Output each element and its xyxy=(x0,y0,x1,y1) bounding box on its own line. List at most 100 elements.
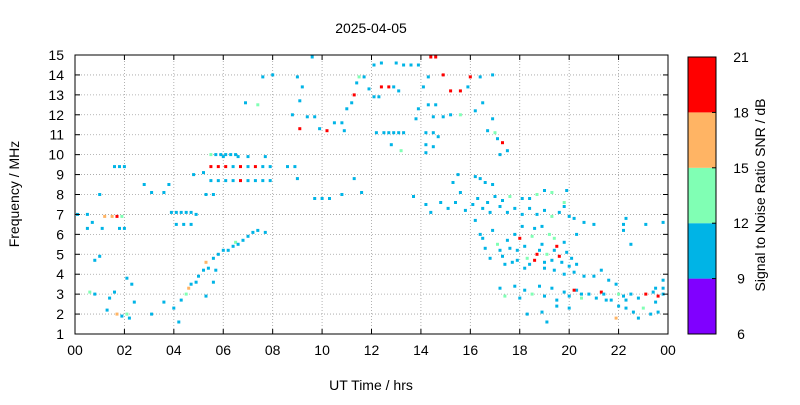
snr-data-point xyxy=(194,280,198,284)
snr-data-point xyxy=(211,280,215,284)
snr-data-point xyxy=(340,193,344,196)
snr-data-point xyxy=(350,101,354,105)
snr-data-point xyxy=(567,264,571,268)
snr-data-point xyxy=(125,312,129,316)
snr-data-point xyxy=(90,220,94,224)
snr-data-point xyxy=(572,216,576,220)
snr-data-point xyxy=(478,177,482,181)
x-tick-label: 12 xyxy=(364,342,380,358)
colorbar xyxy=(688,57,716,334)
snr-data-point xyxy=(118,226,121,230)
snr-data-point xyxy=(93,258,97,262)
snr-data-point xyxy=(614,282,618,286)
snr-data-point xyxy=(466,85,470,89)
snr-data-point xyxy=(325,129,329,133)
snr-data-point xyxy=(310,55,314,59)
snr-data-point xyxy=(122,165,126,169)
snr-data-point xyxy=(402,63,406,67)
snr-data-point xyxy=(592,222,596,226)
snr-data-point xyxy=(216,179,220,183)
snr-data-point xyxy=(179,298,183,302)
y-tick-label: 2 xyxy=(56,306,64,322)
snr-data-point xyxy=(402,131,406,135)
snr-data-point xyxy=(340,121,344,125)
snr-data-point xyxy=(426,75,430,79)
snr-data-point xyxy=(483,181,487,184)
snr-data-point xyxy=(641,306,645,310)
snr-data-point xyxy=(169,210,173,214)
snr-data-point xyxy=(115,214,119,218)
colorbar-tick-label: 15 xyxy=(733,160,749,176)
snr-data-point xyxy=(202,268,205,272)
snr-data-point xyxy=(431,145,435,149)
snr-data-point xyxy=(234,153,238,157)
snr-data-point xyxy=(150,191,154,194)
snr-data-point xyxy=(271,73,275,77)
snr-data-point xyxy=(552,248,556,252)
snr-data-point xyxy=(182,222,186,226)
x-tick-label: 00 xyxy=(660,342,676,358)
snr-data-point xyxy=(110,214,114,218)
snr-data-point xyxy=(214,153,218,157)
snr-data-point xyxy=(555,244,559,248)
snr-data-point xyxy=(174,222,178,226)
snr-data-point xyxy=(624,306,628,310)
snr-data-point xyxy=(194,212,198,216)
snr-data-point xyxy=(617,292,621,296)
snr-data-point xyxy=(505,238,509,242)
snr-data-point xyxy=(501,199,504,202)
x-tick-label: 16 xyxy=(463,342,479,358)
snr-data-point xyxy=(540,224,544,228)
snr-data-point xyxy=(103,214,107,218)
snr-data-point xyxy=(496,137,499,141)
snr-data-point xyxy=(263,230,267,234)
snr-data-point xyxy=(545,320,549,324)
snr-data-point xyxy=(530,234,534,238)
snr-data-point xyxy=(367,87,371,91)
snr-data-point xyxy=(397,131,401,135)
snr-data-point xyxy=(300,85,304,89)
snr-data-point xyxy=(528,262,532,266)
snr-data-point xyxy=(416,63,420,67)
y-tick-label: 14 xyxy=(48,67,64,83)
snr-data-point xyxy=(456,173,460,177)
snr-data-point xyxy=(493,195,497,198)
snr-data-point xyxy=(624,298,628,302)
snr-data-point xyxy=(468,75,472,79)
snr-data-point xyxy=(644,222,648,226)
snr-data-point xyxy=(434,103,438,107)
y-tick-label: 1 xyxy=(56,326,64,342)
snr-data-point xyxy=(439,201,443,204)
y-tick-label: 8 xyxy=(56,187,64,203)
snr-data-point xyxy=(127,316,131,320)
snr-data-point xyxy=(424,151,428,155)
snr-data-point xyxy=(535,193,539,196)
snr-data-point xyxy=(473,218,477,222)
snr-data-point xyxy=(177,320,181,324)
snr-data-point xyxy=(473,109,477,113)
snr-data-point xyxy=(602,292,606,296)
snr-data-point xyxy=(562,290,566,294)
snr-data-point xyxy=(636,316,640,320)
snr-data-point xyxy=(498,248,502,252)
snr-data-point xyxy=(567,294,571,298)
y-tick-label: 7 xyxy=(56,206,64,222)
snr-data-point xyxy=(552,268,556,272)
snr-data-point xyxy=(392,131,396,135)
chart-title: 2025-04-05 xyxy=(335,20,407,36)
snr-data-point xyxy=(622,294,625,298)
snr-data-point xyxy=(545,252,549,256)
snr-data-point xyxy=(189,282,193,286)
x-tick-label: 04 xyxy=(166,342,182,358)
snr-data-point xyxy=(211,193,215,196)
y-tick-label: 11 xyxy=(49,127,64,143)
snr-data-point xyxy=(246,165,250,169)
snr-data-point xyxy=(209,179,213,183)
snr-data-point xyxy=(582,274,586,278)
colorbar-tick-label: 6 xyxy=(737,326,745,342)
y-tick-label: 9 xyxy=(56,167,64,183)
snr-data-point xyxy=(231,244,235,248)
snr-data-point xyxy=(93,292,97,296)
snr-data-point xyxy=(216,165,220,169)
